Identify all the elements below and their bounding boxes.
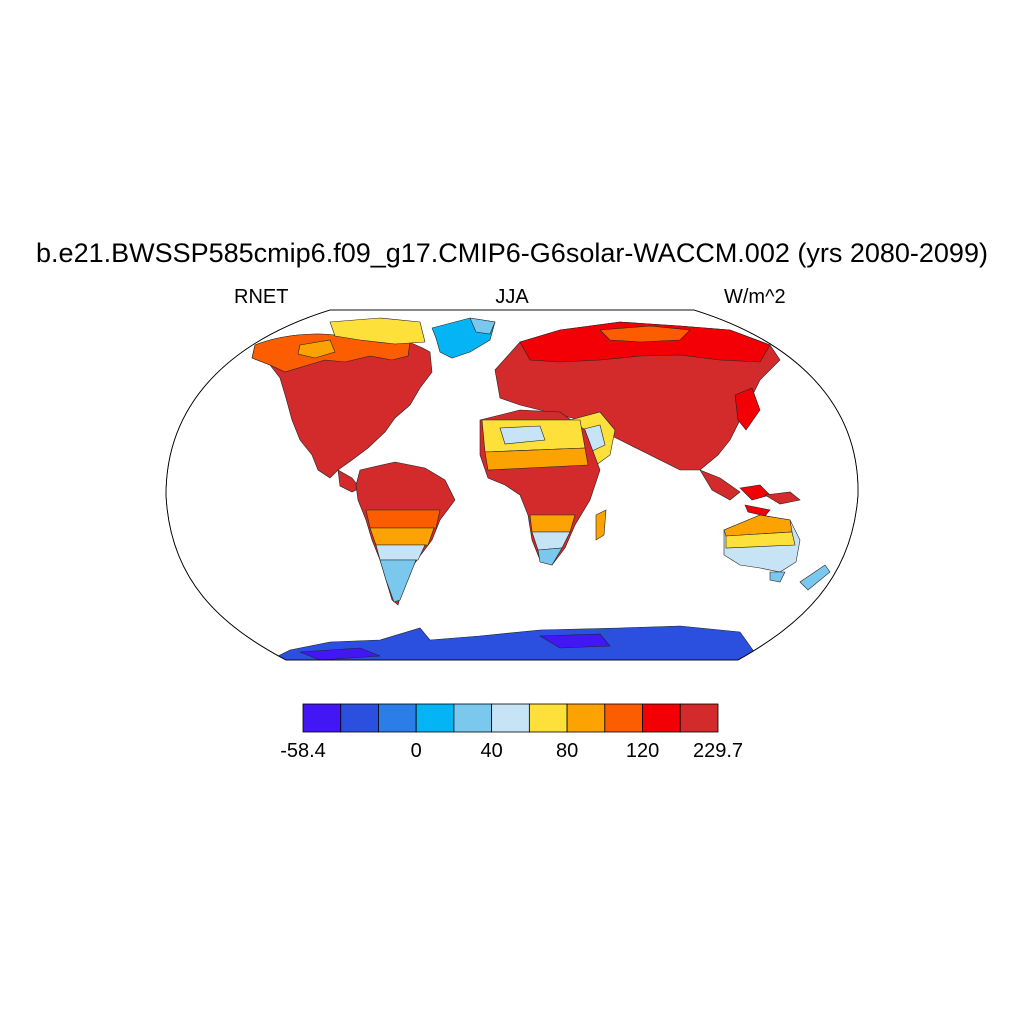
colorbar-box — [604, 703, 643, 733]
variable-label: RNET — [234, 286, 289, 308]
colorbar-boxes — [302, 703, 719, 733]
south-america — [355, 461, 456, 606]
plot-title: b.e21.BWSSP585cmip6.f09_g17.CMIP6-G6sola… — [36, 238, 988, 268]
season-label: JJA — [495, 286, 529, 308]
colorbar-box — [302, 703, 342, 733]
colorbar-tick-label: 0 — [411, 740, 422, 762]
colorbar-labels: -58.4 0 40 80 120 229.7 — [280, 740, 743, 762]
colorbar-tick-label: 120 — [626, 740, 659, 762]
antarctica — [269, 625, 761, 660]
colorbar-box — [566, 703, 606, 733]
units-label: W/m^2 — [724, 286, 786, 308]
colorbar-box — [642, 703, 681, 733]
colorbar-box — [340, 703, 379, 733]
australia — [723, 514, 801, 583]
colorbar-box — [528, 703, 568, 733]
colorbar-box — [453, 703, 493, 733]
colorbar-box — [378, 703, 417, 733]
africa — [479, 409, 607, 566]
colorbar-tick-label: 80 — [556, 740, 578, 762]
north-america — [251, 317, 433, 493]
new-zealand — [799, 564, 831, 591]
southeast-asia-islands — [739, 484, 801, 517]
colorbar-tick-label: 229.7 — [693, 740, 743, 762]
colorbar-tick-label: -58.4 — [280, 740, 326, 762]
colorbar-box — [491, 703, 530, 733]
greenland — [431, 317, 496, 359]
colorbar-tick-label: 40 — [481, 740, 503, 762]
colorbar-box — [415, 703, 455, 733]
colorbar-box — [679, 703, 719, 733]
eurasia — [494, 321, 781, 501]
